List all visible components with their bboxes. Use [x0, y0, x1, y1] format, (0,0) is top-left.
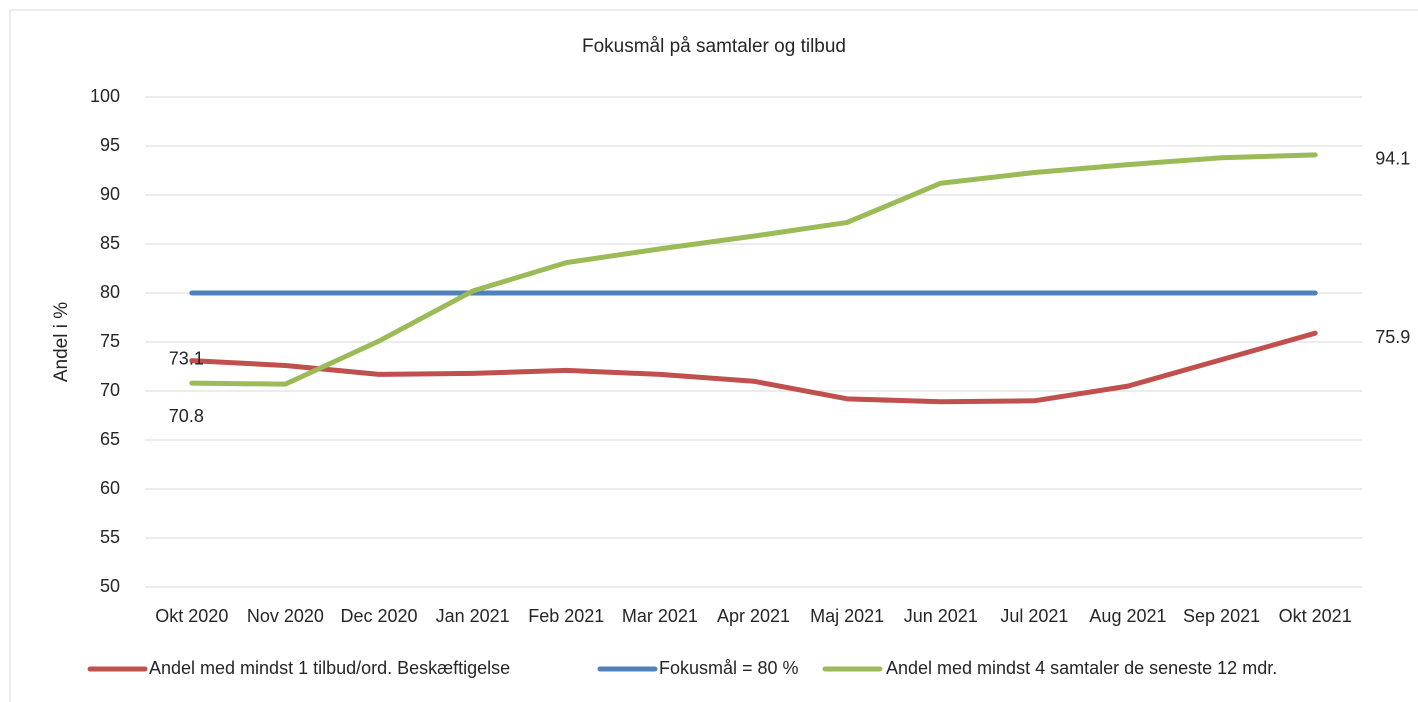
y-tick-label: 50	[100, 576, 120, 596]
x-tick-label: Jan 2021	[436, 606, 510, 626]
y-axis-title: Andel i %	[51, 302, 72, 382]
y-tick-label: 100	[90, 86, 120, 106]
y-tick-label: 95	[100, 135, 120, 155]
legend-label: Fokusmål = 80 %	[659, 658, 799, 678]
x-tick-label: Maj 2021	[810, 606, 884, 626]
y-tick-label: 60	[100, 478, 120, 498]
legend-label: Andel med mindst 4 samtaler de seneste 1…	[886, 658, 1277, 678]
x-tick-label: Apr 2021	[717, 606, 790, 626]
x-tick-label: Aug 2021	[1089, 606, 1166, 626]
x-tick-label: Jun 2021	[904, 606, 978, 626]
series-line	[189, 152, 1318, 387]
y-tick-label: 70	[100, 380, 120, 400]
x-tick-label: Dec 2020	[341, 606, 418, 626]
x-tick-label: Mar 2021	[622, 606, 698, 626]
legend-label: Andel med mindst 1 tilbud/ord. Beskæftig…	[149, 658, 510, 678]
y-tick-label: 80	[100, 282, 120, 302]
data-label: 94.1	[1375, 149, 1410, 169]
x-tick-label: Jul 2021	[1000, 606, 1068, 626]
y-tick-label: 90	[100, 184, 120, 204]
chart-border	[9, 9, 1418, 702]
x-tick-label: Sep 2021	[1183, 606, 1260, 626]
x-tick-label: Okt 2020	[155, 606, 228, 626]
chart-title: Fokusmål på samtaler og tilbud	[582, 36, 846, 57]
y-tick-label: 85	[100, 233, 120, 253]
y-tick-label: 65	[100, 429, 120, 449]
x-tick-label: Okt 2021	[1279, 606, 1352, 626]
data-label: 70.8	[169, 406, 204, 426]
data-label: 73.1	[169, 348, 204, 368]
series-line	[189, 330, 1318, 405]
y-tick-label: 75	[100, 331, 120, 351]
x-tick-label: Feb 2021	[528, 606, 604, 626]
y-tick-label: 55	[100, 527, 120, 547]
x-tick-label: Nov 2020	[247, 606, 324, 626]
data-label: 75.9	[1375, 327, 1410, 347]
